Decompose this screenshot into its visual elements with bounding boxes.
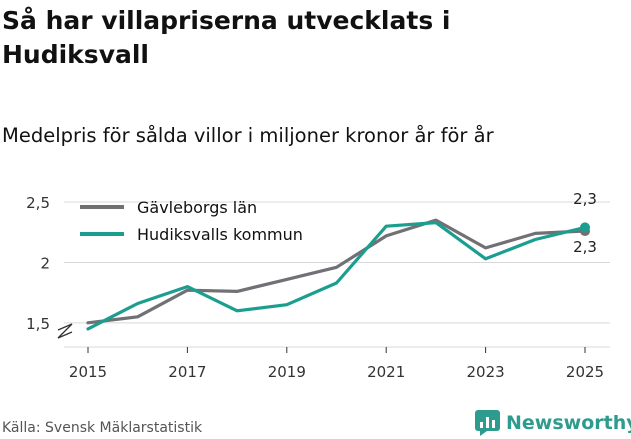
- series-end-marker-1: [580, 222, 590, 233]
- chart-title: Så har villapriserna utvecklats i Hudiks…: [2, 6, 451, 69]
- x-tick-label: 2015: [69, 363, 107, 381]
- x-tick-label: 2019: [268, 363, 306, 381]
- newsworthy-logo[interactable]: Newsworthy: [475, 408, 631, 438]
- brand-name: Newsworthy: [506, 412, 631, 434]
- x-tick-label: 2017: [168, 363, 206, 381]
- axis-break-icon: [57, 323, 73, 339]
- x-tick-label: 2021: [367, 363, 405, 381]
- series-line-0: [86, 218, 587, 325]
- legend-label: Gävleborgs län: [137, 198, 257, 217]
- end-value-label: 2,3: [573, 238, 597, 256]
- y-tick-label: 2,5: [26, 194, 50, 212]
- x-tick-label: 2023: [467, 363, 505, 381]
- y-tick-label: 2: [40, 254, 50, 272]
- y-tick-label: 1,5: [26, 315, 50, 333]
- chart-subtitle: Medelpris för sålda villor i miljoner kr…: [2, 124, 494, 147]
- source-note: Källa: Svensk Mäklarstatistik: [2, 420, 203, 436]
- x-tick-label: 2025: [566, 363, 604, 381]
- newsworthy-logo-icon: [475, 410, 500, 436]
- legend-label: Hudiksvalls kommun: [137, 225, 303, 244]
- end-value-label: 2,3: [573, 190, 597, 208]
- series-line-1: [86, 221, 587, 331]
